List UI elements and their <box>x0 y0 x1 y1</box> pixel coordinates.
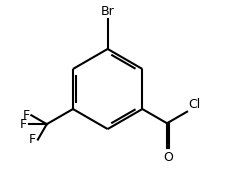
Text: O: O <box>162 151 172 164</box>
Text: F: F <box>20 118 27 131</box>
Text: Cl: Cl <box>187 98 199 111</box>
Text: F: F <box>29 133 36 146</box>
Text: F: F <box>22 109 29 122</box>
Text: Br: Br <box>100 5 114 18</box>
